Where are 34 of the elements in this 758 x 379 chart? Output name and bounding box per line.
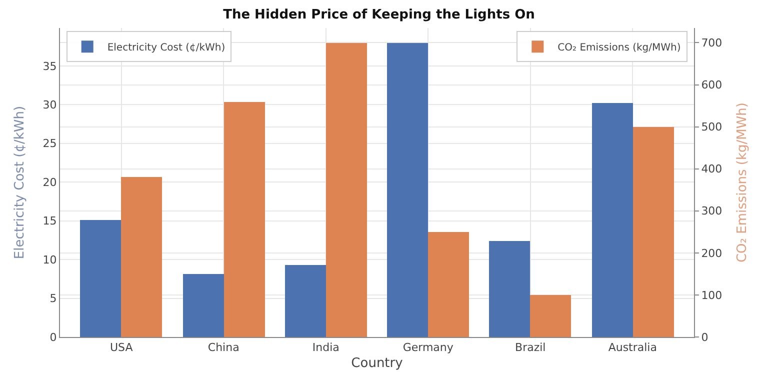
bar xyxy=(326,43,367,337)
y2-tick-label: 0 xyxy=(701,330,708,344)
y2-tick-label: 700 xyxy=(701,36,722,50)
y2-tick-label: 500 xyxy=(701,120,722,134)
legend-label: Electricity Cost (¢/kWh) xyxy=(107,42,226,54)
bar xyxy=(285,265,326,337)
y2-tick-label: 400 xyxy=(701,162,722,176)
chart-title: The Hidden Price of Keeping the Lights On xyxy=(223,8,535,23)
bar xyxy=(387,43,428,337)
x-tick-label: China xyxy=(208,341,240,354)
bar xyxy=(224,102,265,337)
x-tick-label: Brazil xyxy=(515,341,546,354)
y-tick-label: 5 xyxy=(50,292,57,306)
x-tick-label: Germany xyxy=(402,341,454,354)
bar xyxy=(489,241,530,337)
y2-tick-label: 300 xyxy=(701,204,722,218)
y-tick-label: 30 xyxy=(42,98,57,112)
y-tick-label: 20 xyxy=(42,176,57,189)
legend-label: CO₂ Emissions (kg/MWh) xyxy=(558,42,681,54)
x-tick-label: India xyxy=(312,341,340,354)
y2-axis-title: CO₂ Emissions (kg/MWh) xyxy=(734,102,750,263)
y2-tick-label: 600 xyxy=(701,78,722,92)
y-tick-label: 15 xyxy=(42,214,57,228)
x-axis-title: Country xyxy=(351,356,404,371)
y2-tick-label: 200 xyxy=(701,246,722,260)
y-tick-label: 10 xyxy=(42,253,57,266)
x-tick-label: Australia xyxy=(608,341,657,354)
y-tick-label: 25 xyxy=(42,137,57,150)
y-tick-label: 35 xyxy=(42,60,57,73)
y2-tick-label: 100 xyxy=(701,288,722,302)
y-tick-label: 0 xyxy=(50,330,57,344)
x-tick-label: USA xyxy=(110,341,134,354)
y-axis-title: Electricity Cost (¢/kWh) xyxy=(12,106,28,260)
bar xyxy=(183,274,224,337)
